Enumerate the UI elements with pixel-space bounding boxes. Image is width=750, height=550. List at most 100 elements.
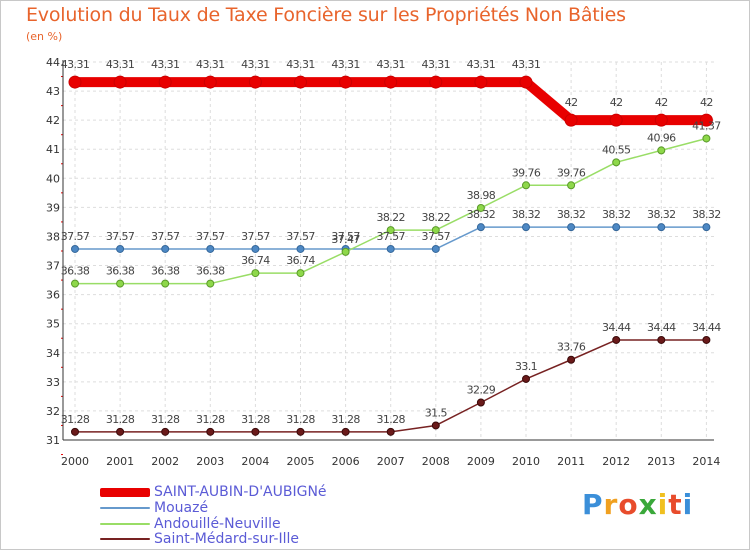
data-point (431, 421, 440, 430)
data-label: 37.57 (196, 230, 225, 243)
data-point (657, 335, 666, 344)
data-label: 38.32 (467, 208, 496, 221)
data-point (116, 279, 125, 288)
series-lines (68, 75, 713, 436)
data-label: 36.38 (196, 265, 225, 278)
data-label: 38.32 (647, 208, 676, 221)
data-point (564, 113, 578, 127)
data-label: 34.44 (647, 321, 676, 334)
data-label: 37.57 (331, 230, 360, 243)
data-label: 37.57 (286, 230, 315, 243)
data-point (612, 335, 621, 344)
legend-item-andouille: Andouillé-Neuville (100, 516, 281, 532)
data-label: 37.57 (151, 230, 180, 243)
chart-title: Evolution du Taux de Taxe Foncière sur l… (26, 4, 626, 26)
data-point (567, 223, 576, 232)
data-label: 38.32 (602, 208, 631, 221)
data-label: 37.57 (241, 230, 270, 243)
data-point (657, 146, 666, 155)
data-label: 34.44 (692, 321, 721, 334)
y-tick-label: 34 (46, 347, 60, 360)
data-label: 42 (610, 96, 623, 109)
data-label: 39.76 (512, 166, 541, 179)
data-point (116, 427, 125, 436)
data-labels: 43.31 43.31 43.31 43.31 43.31 43.31 43.31 43.31… (61, 58, 722, 426)
data-point (113, 75, 127, 89)
data-point (206, 427, 215, 436)
data-point (294, 75, 307, 89)
data-point (657, 223, 666, 232)
data-point (431, 244, 440, 253)
legend-label: SAINT-AUBIN-D'AUBIGNé (154, 484, 327, 500)
data-label: 36.38 (61, 265, 90, 278)
data-point (522, 223, 530, 232)
data-point (248, 75, 262, 89)
data-label: 31.5 (425, 406, 448, 419)
data-point (386, 226, 395, 235)
data-point (206, 279, 215, 288)
data-point (71, 427, 79, 436)
unit-label: (en %) (26, 30, 63, 43)
data-label: 42 (565, 96, 578, 109)
data-point (161, 279, 170, 288)
tick-labels: 31 32 33 34 35 36 37 38 39 40 41 42 43 44 2000 2001 2002… (46, 56, 720, 468)
data-point (476, 398, 485, 407)
y-tick-label: 35 (46, 318, 60, 331)
data-label: 33.1 (515, 360, 537, 373)
x-tick-label: 2005 (287, 455, 315, 468)
data-point (206, 244, 215, 253)
legend-swatch (100, 487, 150, 497)
data-point (474, 75, 488, 89)
logo-letter: i (657, 488, 669, 521)
y-tick-label: 42 (46, 114, 60, 127)
logo-letter: P (582, 488, 604, 521)
x-tick-label: 2012 (602, 455, 630, 468)
data-point (702, 223, 711, 232)
x-tick-label: 2000 (61, 455, 89, 468)
data-label: 42 (700, 96, 713, 109)
data-point (203, 75, 217, 89)
data-label: 31.28 (331, 413, 360, 426)
data-label: 36.74 (286, 254, 315, 267)
data-label: 37.57 (422, 230, 451, 243)
legend-swatch (100, 507, 150, 509)
data-label: 31.28 (106, 413, 135, 426)
data-label: 38.32 (692, 208, 721, 221)
data-label: 36.38 (106, 265, 135, 278)
data-point (339, 75, 353, 89)
data-point (68, 75, 82, 89)
data-label: 31.28 (376, 413, 405, 426)
data-label: 31.28 (286, 413, 315, 426)
data-point (161, 427, 170, 436)
data-label: 43.31 (151, 58, 180, 71)
legend-label: Saint-Médard-sur-Ille (154, 531, 299, 547)
x-tick-label: 2011 (557, 455, 585, 468)
x-tick-label: 2010 (512, 455, 540, 468)
data-label: 31.28 (241, 413, 270, 426)
y-tick-label: 44 (46, 56, 60, 69)
axes (61, 60, 714, 456)
x-tick-label: 2008 (422, 455, 450, 468)
data-label: 41.37 (692, 119, 721, 132)
x-tick-label: 2007 (377, 455, 405, 468)
data-label: 38.22 (376, 211, 405, 224)
data-point (522, 181, 530, 190)
data-point (431, 226, 440, 235)
data-point (609, 113, 623, 127)
data-point (161, 244, 170, 253)
data-point (699, 113, 713, 127)
y-tick-label: 43 (46, 85, 60, 98)
data-label: 39.76 (557, 166, 586, 179)
data-point (296, 244, 305, 253)
data-point (158, 75, 172, 89)
data-label: 43.31 (467, 58, 496, 71)
data-point (116, 244, 125, 253)
data-label: 43.31 (422, 58, 451, 71)
logo-letter: x (638, 488, 658, 521)
y-tick-label: 37 (46, 260, 60, 273)
logo-letter: r (603, 488, 619, 521)
data-point (386, 244, 395, 253)
legend-label: Andouillé-Neuville (154, 516, 281, 532)
x-tick-label: 2001 (106, 455, 134, 468)
